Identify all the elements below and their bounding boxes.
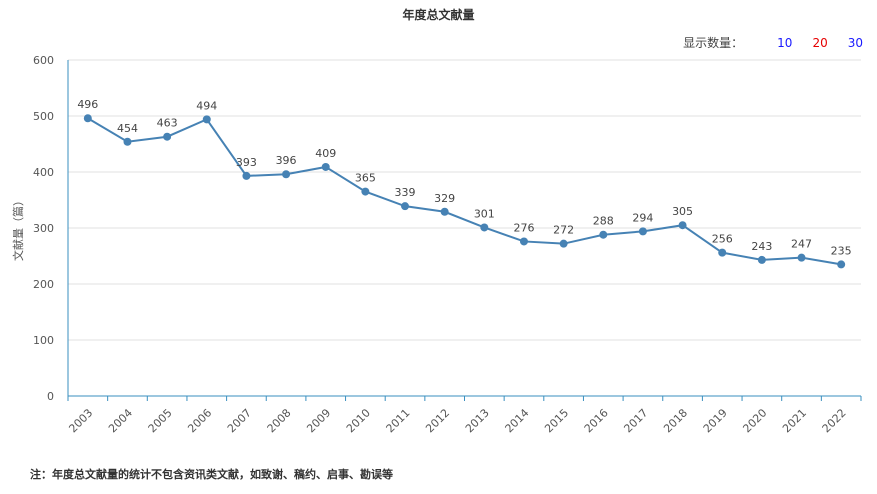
y-tick-label: 100 [33, 334, 54, 347]
data-point [480, 223, 489, 232]
y-tick-label: 500 [33, 110, 54, 123]
data-label: 365 [355, 172, 376, 185]
data-point [83, 114, 92, 123]
x-tick-label: 2008 [265, 406, 294, 435]
data-label: 463 [157, 117, 178, 130]
data-point [282, 170, 291, 179]
x-tick-label: 2010 [344, 406, 373, 435]
data-point [242, 171, 251, 180]
x-tick-label: 2012 [423, 406, 452, 435]
data-point [837, 260, 846, 269]
display-count-selector: 显示数量： 10 20 30 [683, 34, 863, 51]
display-count-option-20[interactable]: 20 [812, 35, 828, 50]
data-label: 243 [751, 240, 772, 253]
x-tick-label: 2020 [740, 406, 769, 435]
data-point [718, 248, 727, 257]
x-tick-label: 2007 [225, 406, 254, 435]
y-tick-label: 400 [33, 166, 54, 179]
y-tick-label: 600 [33, 54, 54, 67]
y-tick-label: 0 [47, 390, 54, 403]
footnote: 注：年度总文献量的统计不包含资讯类文献，如致谢、稿约、启事、勘误等 [30, 468, 393, 481]
data-point [401, 202, 410, 211]
y-tick-label: 200 [33, 278, 54, 291]
y-axis-title: 文献量（篇） [11, 195, 25, 261]
data-point [559, 239, 568, 248]
data-label: 305 [672, 205, 693, 218]
data-label: 339 [395, 186, 416, 199]
data-point [757, 255, 766, 264]
data-point [361, 187, 370, 196]
data-point [123, 137, 132, 146]
data-point [797, 253, 806, 262]
x-tick-label: 2017 [621, 406, 650, 435]
chart-title: 年度总文献量 [402, 8, 475, 22]
data-label: 247 [791, 238, 812, 251]
x-tick-label: 2011 [384, 406, 413, 435]
data-label: 272 [553, 224, 574, 237]
data-point [678, 221, 687, 230]
data-label: 454 [117, 122, 138, 135]
data-point [519, 237, 528, 246]
data-point [163, 132, 172, 141]
display-count-label: 显示数量： [683, 36, 744, 50]
x-tick-label: 2022 [820, 406, 849, 435]
data-label: 396 [276, 154, 297, 167]
x-tick-label: 2018 [661, 406, 690, 435]
x-tick-label: 2015 [542, 406, 571, 435]
series-line [87, 117, 842, 266]
data-point [440, 207, 449, 216]
x-tick-label: 2013 [463, 406, 492, 435]
data-label: 288 [593, 215, 614, 228]
x-tick-label: 2006 [185, 406, 214, 435]
data-label: 329 [434, 192, 455, 205]
data-point [638, 227, 647, 236]
data-label: 256 [712, 233, 733, 246]
data-label: 301 [474, 207, 495, 220]
data-label: 496 [77, 98, 98, 111]
x-tick-label: 2003 [66, 406, 95, 435]
display-count-option-30[interactable]: 30 [847, 35, 863, 50]
x-tick-label: 2014 [503, 406, 532, 435]
x-tick-label: 2004 [106, 406, 135, 435]
data-label: 494 [196, 99, 217, 112]
x-tick-label: 2005 [146, 406, 175, 435]
x-tick-label: 2009 [304, 406, 333, 435]
display-count-option-10[interactable]: 10 [777, 35, 793, 50]
x-tick-label: 2019 [701, 406, 730, 435]
data-label: 393 [236, 156, 257, 169]
data-label: 294 [632, 211, 653, 224]
data-label: 235 [831, 244, 852, 257]
data-label: 409 [315, 147, 336, 160]
data-label: 276 [513, 221, 534, 234]
x-tick-label: 2021 [780, 406, 809, 435]
data-point [599, 230, 608, 239]
data-point [321, 162, 330, 171]
x-tick-label: 2016 [582, 406, 611, 435]
data-point [202, 115, 211, 124]
y-tick-label: 300 [33, 222, 54, 235]
